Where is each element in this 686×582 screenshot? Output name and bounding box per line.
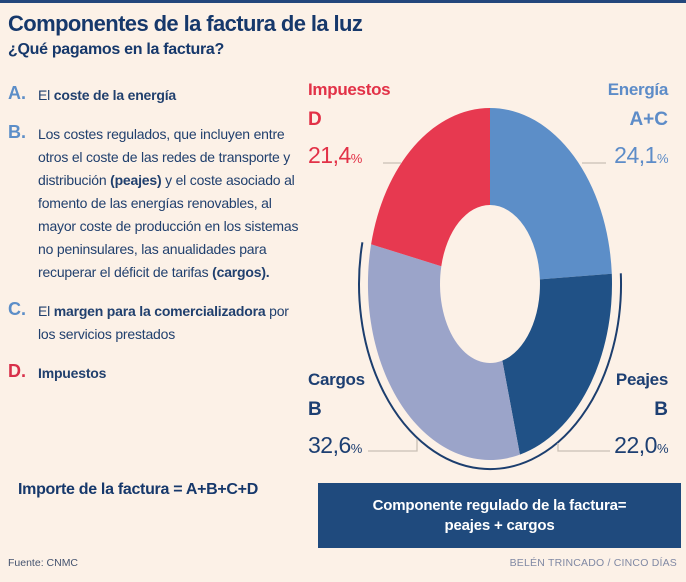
legend-text-a: El coste de la energía bbox=[38, 87, 177, 103]
components-legend: A. El coste de la energía B. Los costes … bbox=[8, 83, 304, 400]
page-title: Componentes de la factura de la luz bbox=[8, 11, 363, 36]
segment-name: Impuestos bbox=[308, 80, 391, 99]
label-leader-line bbox=[557, 443, 610, 452]
segment-label-cargos: Cargos B 32,6% bbox=[308, 367, 418, 467]
segment-letter: D bbox=[308, 109, 322, 130]
segment-percent: 21,4% bbox=[308, 142, 362, 168]
credit-note: BELÉN TRINCADO / CINCO DÍAS bbox=[509, 557, 677, 569]
legend-text-c: El margen para la comercializadora por l… bbox=[38, 303, 289, 342]
segment-name: Peajes bbox=[615, 370, 668, 389]
legend-item-c: C. El margen para la comercializadora po… bbox=[8, 299, 304, 346]
segment-letter: B bbox=[308, 399, 322, 420]
legend-letter-d: D. bbox=[8, 361, 26, 381]
source-note: Fuente: CNMC bbox=[8, 557, 79, 569]
donut-segment-cargos bbox=[367, 244, 520, 460]
banner-line-2: peajes + cargos bbox=[444, 516, 555, 534]
legend-letter-c: C. bbox=[8, 299, 26, 319]
legend-item-a: A. El coste de la energía bbox=[8, 83, 304, 107]
label-leader-line bbox=[368, 439, 418, 452]
segment-label-impuestos: Impuestos D 21,4% bbox=[308, 77, 418, 177]
segment-name: Cargos bbox=[308, 370, 365, 389]
banner-line-1: Componente regulado de la factura= bbox=[372, 496, 627, 514]
segment-label-energia: Energía A+C 24,1% bbox=[558, 77, 669, 177]
legend-item-b: B. Los costes regulados, que incluyen en… bbox=[8, 122, 304, 284]
donut-segment-energia bbox=[490, 108, 612, 280]
regulated-component-banner: Componente regulado de la factura= peaje… bbox=[318, 483, 681, 548]
segment-percent: 22,0% bbox=[614, 432, 668, 458]
segment-name: Energía bbox=[607, 80, 669, 99]
invoice-formula: Importe de la factura = A+B+C+D bbox=[18, 481, 258, 498]
donut-chart bbox=[358, 107, 623, 470]
segment-letter: B bbox=[654, 399, 668, 420]
segment-label-peajes: Peajes B 22,0% bbox=[558, 367, 668, 467]
legend-letter-a: A. bbox=[8, 83, 26, 103]
donut-segment-impuestos bbox=[371, 107, 490, 267]
donut-segment-peajes bbox=[502, 273, 613, 455]
legend-item-d: D. Impuestos bbox=[8, 361, 304, 385]
segment-percent: 24,1% bbox=[614, 142, 668, 168]
legend-text-b: Los costes regulados, que incluyen entre… bbox=[38, 126, 299, 280]
legend-text-d: Impuestos bbox=[38, 365, 107, 381]
page-subtitle: ¿Qué pagamos en la factura? bbox=[8, 41, 224, 58]
segment-percent: 32,6% bbox=[308, 432, 362, 458]
regulated-outline-arc bbox=[358, 242, 623, 470]
segment-letter: A+C bbox=[629, 109, 668, 130]
legend-letter-b: B. bbox=[8, 122, 26, 142]
